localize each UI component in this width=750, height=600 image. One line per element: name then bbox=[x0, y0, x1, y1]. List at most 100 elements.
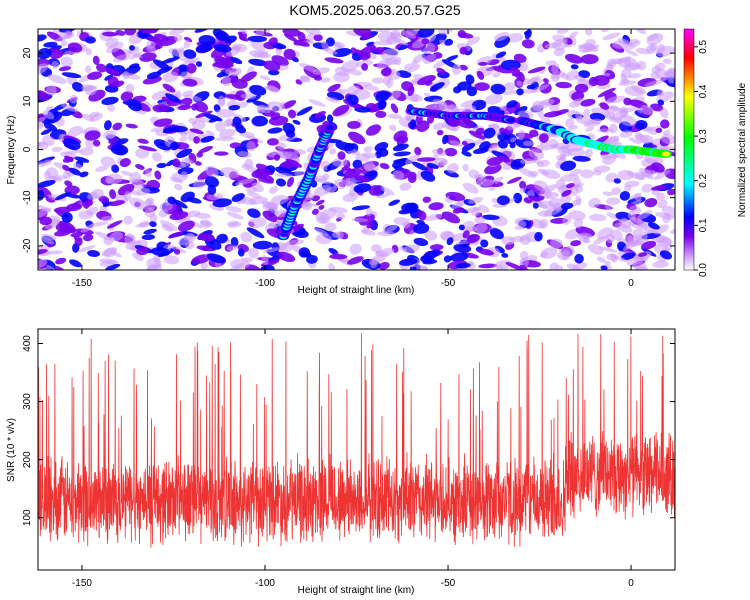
heatmap-cell bbox=[226, 245, 239, 251]
heatmap-cell bbox=[135, 148, 150, 159]
heatmap-cell bbox=[336, 212, 346, 220]
heatmap-cell bbox=[620, 252, 636, 260]
heatmap-cell bbox=[125, 83, 135, 93]
heatmap-cell bbox=[388, 199, 400, 206]
heatmap-cell bbox=[639, 134, 654, 144]
heatmap-cell bbox=[167, 196, 176, 205]
heatmap-cell bbox=[478, 204, 490, 213]
heatmap-cell bbox=[246, 227, 265, 239]
heatmap-cell bbox=[405, 115, 413, 123]
heatmap-cell bbox=[555, 81, 572, 89]
heatmap-cell bbox=[64, 149, 82, 155]
heatmap-cell bbox=[296, 106, 313, 116]
heatmap-cell bbox=[315, 233, 332, 245]
heatmap-cell bbox=[284, 33, 298, 42]
heatmap-cell bbox=[302, 29, 321, 36]
heatmap-cell bbox=[312, 67, 331, 75]
heatmap-cell bbox=[43, 170, 52, 181]
heatmap-cell bbox=[101, 96, 119, 106]
heatmap-cell bbox=[602, 153, 617, 165]
heatmap-cell bbox=[389, 124, 397, 131]
heatmap-cell bbox=[105, 263, 121, 270]
heatmap-cell bbox=[436, 67, 447, 75]
heatmap-cell bbox=[657, 199, 668, 209]
heatmap-cell bbox=[524, 29, 532, 40]
heatmap-cell bbox=[156, 162, 167, 169]
heatmap-cell bbox=[108, 137, 119, 144]
heatmap-cell bbox=[61, 212, 73, 223]
heatmap-cell bbox=[246, 140, 256, 152]
heatmap-cell bbox=[513, 53, 527, 64]
heatmap-cell bbox=[369, 53, 377, 60]
heatmap-cell bbox=[74, 156, 90, 163]
heatmap-cell bbox=[436, 130, 444, 136]
heatmap-cell bbox=[446, 237, 454, 246]
heatmap-cell bbox=[476, 70, 485, 80]
heatmap-cell bbox=[582, 42, 599, 52]
heatmap-cell bbox=[342, 192, 359, 203]
heatmap-cell bbox=[516, 88, 524, 96]
heatmap-cell bbox=[504, 82, 516, 91]
heatmap-cell bbox=[444, 38, 454, 46]
heatmap-cell bbox=[90, 188, 104, 199]
heatmap-cell bbox=[314, 228, 329, 236]
heatmap-cell bbox=[153, 118, 173, 127]
heatmap-y-tick-label: 10 bbox=[22, 95, 33, 107]
heatmap-cell bbox=[536, 98, 555, 109]
heatmap-cell bbox=[180, 171, 188, 178]
heatmap-cell bbox=[392, 170, 405, 180]
heatmap-cell bbox=[179, 136, 188, 142]
heatmap-cell bbox=[451, 63, 462, 75]
heatmap-cell bbox=[162, 71, 179, 83]
heatmap-cell bbox=[184, 158, 195, 165]
heatmap-cell bbox=[152, 59, 171, 71]
snr-y-tick-label: 300 bbox=[22, 393, 33, 410]
heatmap-cell bbox=[612, 40, 629, 49]
heatmap-cell bbox=[189, 128, 204, 135]
heatmap-cell bbox=[215, 109, 235, 118]
heatmap-cell bbox=[565, 118, 575, 128]
heatmap-cell bbox=[606, 61, 614, 70]
heatmap-cell bbox=[441, 211, 461, 224]
snr-y-ticks: 100 200 300 400 bbox=[22, 335, 675, 526]
heatmap-cell bbox=[149, 221, 157, 227]
heatmap-cell bbox=[477, 248, 495, 256]
heatmap-cell bbox=[351, 217, 369, 223]
heatmap-cell bbox=[38, 63, 49, 76]
heatmap-cell bbox=[237, 31, 244, 37]
heatmap-cell bbox=[38, 116, 46, 124]
heatmap-cell bbox=[399, 182, 412, 191]
heatmap-cell bbox=[537, 110, 545, 119]
heatmap-cell bbox=[327, 83, 341, 92]
heatmap-cell bbox=[471, 207, 481, 217]
heatmap-cell bbox=[478, 61, 488, 66]
heatmap-cell bbox=[258, 52, 271, 59]
heatmap-cell bbox=[400, 30, 416, 39]
heatmap-cell bbox=[228, 104, 241, 111]
snr-x-label: Height of straight line (km) bbox=[298, 585, 415, 596]
heatmap-cell bbox=[214, 151, 229, 156]
heatmap-cell bbox=[497, 139, 508, 149]
heatmap-cell bbox=[306, 32, 315, 43]
heatmap-cell bbox=[460, 99, 477, 108]
heatmap-cell bbox=[74, 237, 83, 246]
heatmap-cell bbox=[489, 228, 504, 240]
heatmap-cell bbox=[468, 130, 486, 140]
heatmap-cell bbox=[401, 202, 419, 213]
heatmap-cell bbox=[129, 171, 142, 184]
heatmap-cell bbox=[247, 35, 268, 43]
heatmap-cell bbox=[40, 129, 52, 135]
heatmap-cell bbox=[380, 48, 399, 60]
heatmap-cell bbox=[230, 258, 251, 269]
heatmap-cell bbox=[85, 48, 92, 56]
heatmap-cell bbox=[601, 29, 610, 33]
heatmap-cell bbox=[262, 247, 281, 253]
heatmap-cell bbox=[534, 231, 543, 242]
heatmap-cell bbox=[200, 135, 215, 143]
heatmap-cell bbox=[188, 117, 197, 125]
heatmap-cell bbox=[332, 104, 350, 117]
heatmap-cell bbox=[422, 196, 432, 203]
heatmap-cell bbox=[462, 182, 479, 194]
heatmap-cell bbox=[248, 247, 259, 259]
